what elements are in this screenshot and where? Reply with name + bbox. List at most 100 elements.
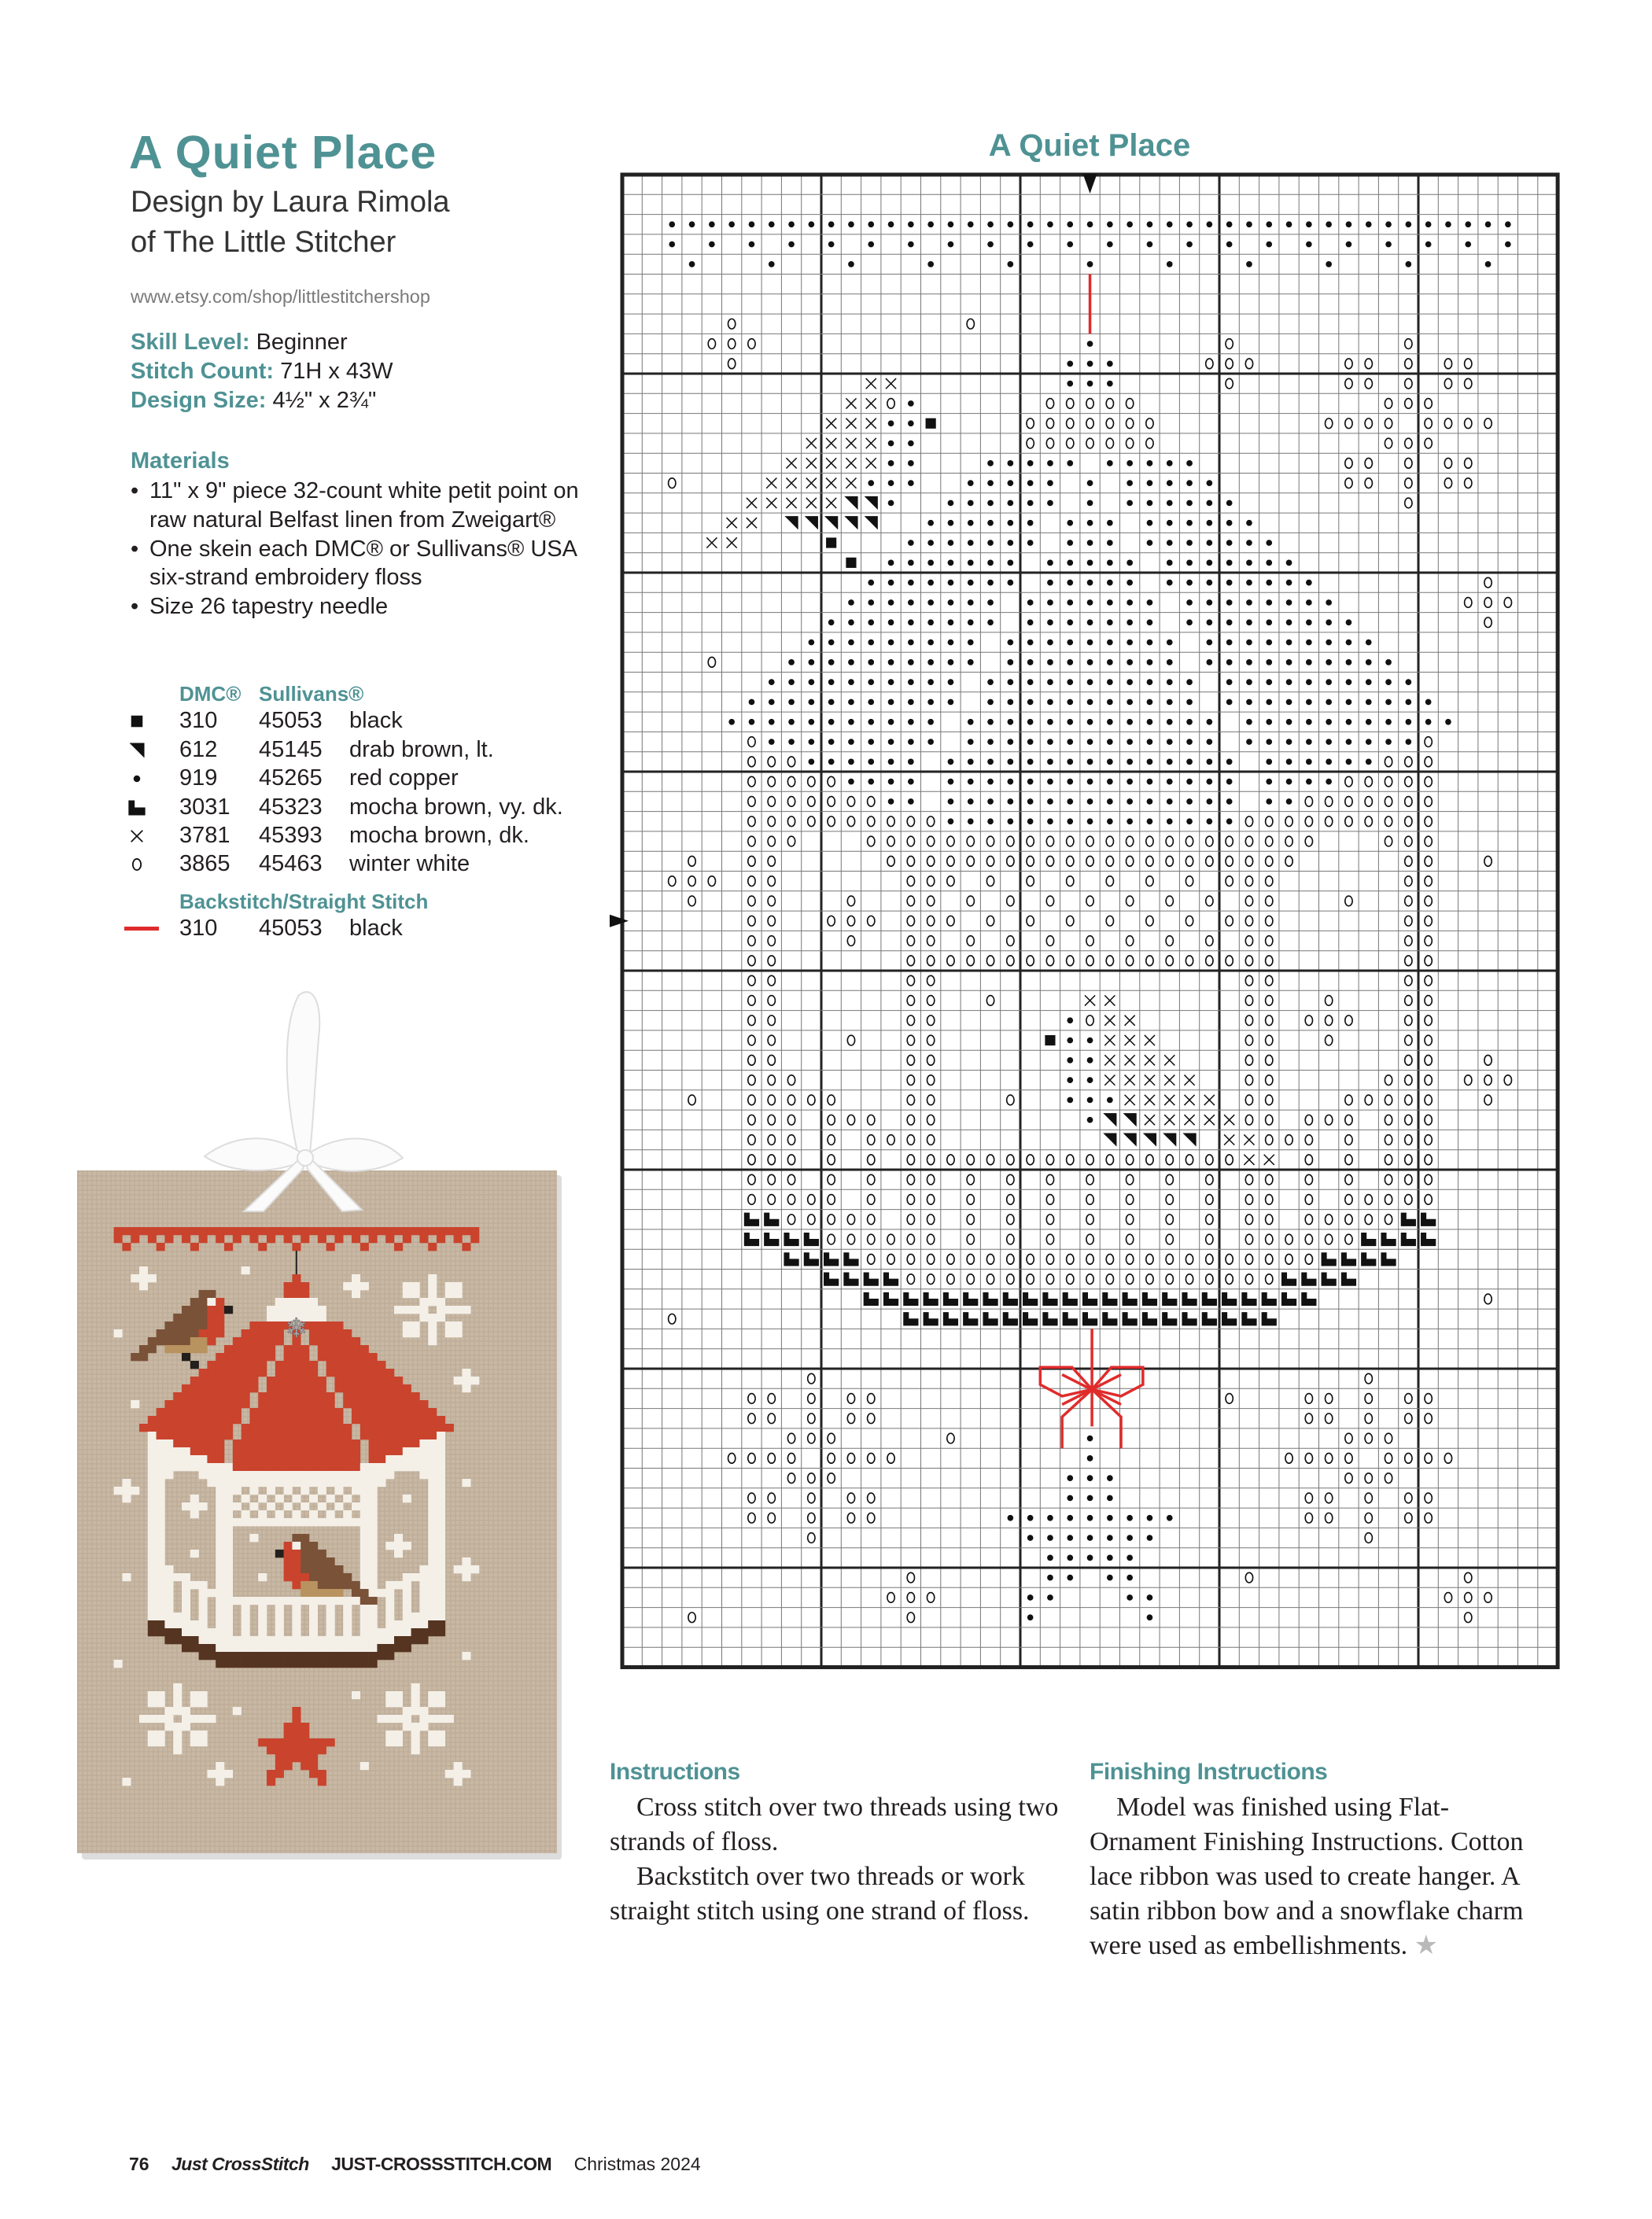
chart-symbol-circle (1245, 855, 1254, 868)
photo-stitch (301, 1400, 310, 1409)
photo-stitch (343, 1384, 352, 1393)
photo-stitch (131, 1235, 140, 1244)
chart-symbol-dot (1027, 758, 1034, 765)
chart-symbol-circle (1045, 855, 1055, 868)
chart-symbol-dot (1326, 639, 1332, 646)
photo-stitch (173, 1628, 183, 1637)
chart-symbol-circle (1225, 915, 1234, 927)
chart-symbol-dot (1107, 460, 1113, 466)
chart-symbol-circle (926, 1094, 935, 1106)
chart-symbol-dot (1047, 659, 1053, 665)
chart-symbol-circle (1344, 1154, 1353, 1166)
photo-stitch (224, 1306, 234, 1314)
photo-stitch (360, 1573, 369, 1582)
chart-symbol-dot (1206, 778, 1213, 785)
photo-stitch (377, 1628, 386, 1637)
photo-stitch (309, 1424, 319, 1432)
magazine-website[interactable]: JUST-CROSSSTITCH.COM (331, 2154, 552, 2174)
chart-symbol-dot (768, 718, 775, 725)
chart-symbol-dot (1186, 241, 1193, 248)
photo-stitch (198, 1384, 208, 1393)
photo-stitch (411, 1290, 420, 1299)
photo-stitch (343, 1227, 352, 1236)
photo-stitch (411, 1306, 420, 1314)
chart-symbol-circle (1484, 596, 1493, 609)
chart-symbol-dot (1146, 699, 1153, 706)
backstitch-header: Backstitch/Straight Stitch (179, 890, 429, 913)
photo-stitch (317, 1487, 326, 1495)
photo-stitch (147, 1605, 157, 1613)
chart-title: A Quiet Place (988, 128, 1191, 163)
photo-stitch (232, 1361, 242, 1369)
photo-stitch (224, 1597, 234, 1605)
chart-symbol-circle (887, 1452, 896, 1465)
dmc-number: 310 (179, 708, 218, 733)
chart-symbol-l-block (1222, 1312, 1237, 1326)
chart-symbol-square (846, 557, 857, 568)
photo-stitch (411, 1432, 420, 1440)
photo-stitch (402, 1581, 411, 1590)
photo-stitch (216, 1306, 225, 1314)
chart-symbol-dot (1266, 659, 1273, 665)
photo-stitch (437, 1306, 446, 1314)
chart-symbol-dot (1385, 659, 1392, 665)
chart-symbol-dot (1365, 659, 1372, 665)
photo-stitch (317, 1321, 326, 1330)
photo-stitch (267, 1636, 276, 1645)
photo-stitch (411, 1738, 420, 1747)
photo-stitch (317, 1636, 326, 1645)
photo-stitch (309, 1754, 319, 1763)
chart-symbol-circle (1364, 1392, 1374, 1405)
photo-stitch (402, 1463, 411, 1472)
chart-symbol-circle (846, 915, 856, 927)
photo-stitch (309, 1298, 319, 1307)
chart-symbol-circle (1264, 1214, 1274, 1226)
photo-stitch (113, 1487, 123, 1495)
chart-symbol-dot (1246, 639, 1252, 646)
chart-symbol-l-block (863, 1292, 879, 1307)
photo-stitch (326, 1400, 335, 1409)
chart-symbol-l-block (824, 1252, 839, 1266)
chart-symbol-dot (1345, 758, 1352, 765)
chart-symbol-cross (825, 457, 837, 469)
photo-stitch (164, 1581, 174, 1590)
chart-symbol-circle (1245, 358, 1254, 370)
photo-stitch (190, 1510, 199, 1519)
chart-symbol-dot (947, 619, 954, 626)
chart-symbol-dot (768, 739, 775, 745)
photo-stitch (283, 1731, 293, 1739)
chart-symbol-dot (828, 659, 835, 665)
chart-symbol-dot (1206, 639, 1213, 646)
photo-stitch (224, 1510, 234, 1519)
photo-stitch (419, 1306, 429, 1314)
photo-stitch (428, 1597, 437, 1605)
chart-symbol-circle (1125, 855, 1134, 868)
chart-symbol-circle (1086, 1233, 1095, 1245)
photo-stitch (437, 1605, 446, 1613)
chart-symbol-circle (827, 795, 836, 808)
chart-symbol-circle (1403, 358, 1413, 370)
photo-stitch (147, 1534, 157, 1543)
chart-symbol-circle (846, 1233, 856, 1245)
chart-symbol-dot (1127, 559, 1133, 566)
chart-symbol-dot (1067, 718, 1074, 725)
chart-symbol-dot (1107, 579, 1113, 586)
chart-symbol-dot (1107, 818, 1113, 825)
chart-symbol-circle (1424, 975, 1433, 986)
photo-stitch (283, 1487, 293, 1495)
photo-stitch (368, 1660, 378, 1668)
chart-symbol-cross (1104, 1054, 1115, 1066)
photo-stitch (301, 1573, 310, 1582)
chart-symbol-circle (1364, 1432, 1374, 1444)
chart-symbol-l-block (1082, 1312, 1098, 1326)
photo-stitch (411, 1746, 420, 1755)
photo-stitch (283, 1424, 293, 1432)
photo-stitch (385, 1416, 395, 1425)
designer-url[interactable]: www.etsy.com/shop/littlestitchershop (131, 286, 430, 307)
chart-symbol-circle (1065, 915, 1075, 927)
symbol-triangle-icon (126, 739, 148, 761)
photo-stitch (190, 1463, 199, 1472)
chart-symbol-dot (848, 659, 854, 665)
chart-symbol-dot (1166, 460, 1173, 466)
chart-symbol-dot (1146, 221, 1153, 228)
